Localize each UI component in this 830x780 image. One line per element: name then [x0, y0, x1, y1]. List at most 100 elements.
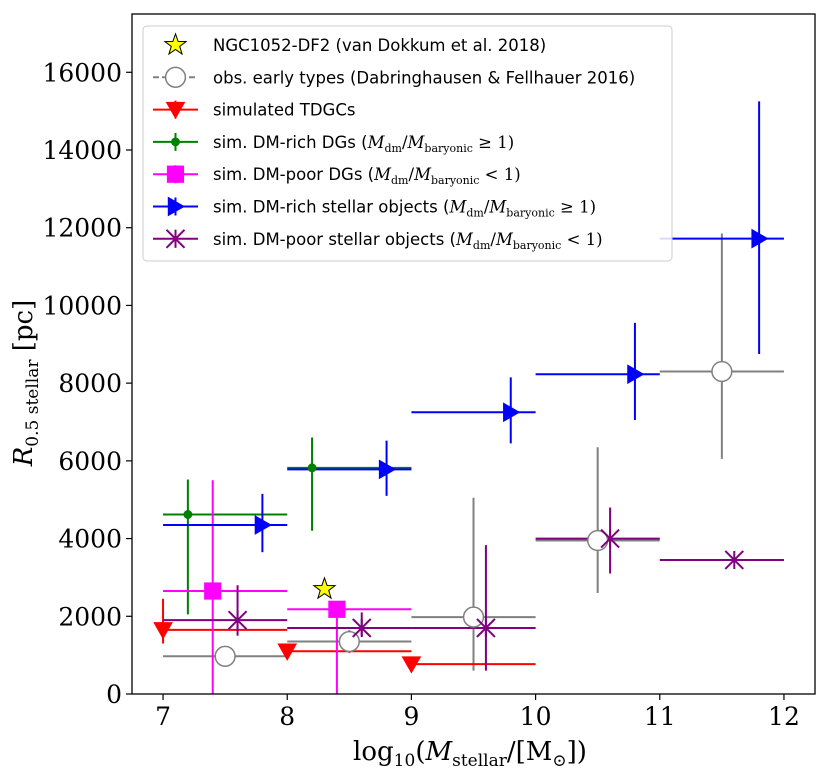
legend-label-text: simulated TDGCs [213, 101, 355, 120]
x-tick-label: 12 [768, 702, 800, 731]
sim-dm-rich-dgs-point [183, 510, 193, 519]
legend-math-var: M [488, 198, 507, 217]
x-axis-label-sub1: 10 [394, 751, 416, 771]
legend-math-slash: / [484, 198, 490, 217]
legend-marker-simulated-tdgcs [165, 101, 186, 120]
sim-dm-rich-stellar-objects-point [254, 515, 272, 535]
sim-dm-rich-stellar-objects-point [503, 402, 521, 423]
x-axis-label-sub3: ⊙ [552, 751, 566, 771]
legend-label-sim-dm-rich-stellar-objects: sim. DM-rich stellar objects (Mdm/Mbaryo… [213, 198, 596, 220]
x-axis-label-var: M [424, 737, 453, 767]
legend-math-var: M [455, 230, 474, 249]
y-axis-ticks: 0 2000 4000 6000 8000 10000 12000 14000 16000 [42, 58, 132, 709]
sim-dm-poor-stellar-objects-point [227, 610, 248, 630]
legend-marker-sim-dm-poor-stellar-objects [165, 229, 186, 249]
legend-math-sub: baryonic [506, 207, 554, 220]
legend-math-var: M [448, 198, 467, 217]
sim-dm-rich-dgs-point [307, 463, 317, 473]
legend-math-var: M [407, 133, 426, 152]
legend-math-var: M [495, 230, 514, 249]
legend-math-sub: baryonic [424, 142, 472, 155]
x-axis-label-sub2: stellar [452, 751, 508, 771]
legend-math-var: M [413, 165, 432, 184]
x-axis-label-post: /[M [507, 737, 553, 767]
legend-label-sim-dm-poor-dgs: sim. DM-poor DGs (Mdm/Mbaryonic < 1) [213, 165, 521, 187]
legend-math-sub: dm [384, 142, 402, 155]
legend-label-text: sim. DM-rich stellar objects [213, 198, 438, 217]
legend-math-sub: baryonic [431, 174, 479, 187]
simulated-tdgcs-point [153, 622, 173, 640]
legend-math-open: ( [438, 198, 450, 217]
x-tick-label: 8 [279, 702, 295, 731]
sim-dm-poor-stellar-objects-point [352, 618, 372, 638]
plot-frame [131, 13, 816, 695]
x-axis-ticks: 7 8 9 10 11 12 [155, 694, 800, 731]
legend-math-sub: dm [473, 239, 491, 252]
legend-marker-obs-early-types-dabringhausen-fellhauer-2016 [164, 66, 187, 88]
legend-math-slash: / [490, 230, 496, 249]
sim-dm-rich-stellar-objects-point [378, 459, 397, 480]
x-axis-label: log10(Mstellar/[M⊙]) [353, 737, 587, 771]
legend-math-var: M [373, 165, 392, 184]
obs-early-types-dabringhausen-fellhauer-2016-point [214, 645, 236, 667]
legend-label-text: sim. DM-rich DGs [213, 133, 356, 152]
legend-marker-sim-dm-rich-dgs [171, 137, 180, 147]
legend-math-sub: dm [466, 207, 484, 220]
x-axis-label-end: ]) [567, 737, 587, 767]
legend-math-rel: ≥ 1) [555, 198, 596, 217]
y-tick-label: 2000 [58, 602, 122, 631]
sim-dm-poor-dgs-point [328, 600, 346, 618]
simulated-tdgcs-point [277, 643, 298, 661]
y-tick-label: 10000 [42, 291, 122, 320]
x-tick-label: 11 [644, 702, 676, 731]
legend-math-rel: ≥ 1) [473, 133, 514, 152]
obs-early-types-dabringhausen-fellhauer-2016-point [711, 360, 733, 383]
legend-math-rel: < 1) [561, 230, 602, 249]
legend-label-text: sim. DM-poor stellar objects [213, 230, 444, 249]
legend-math-sub: dm [391, 174, 409, 187]
y-axis-label-post: [pc] [9, 300, 39, 360]
legend-math-var: M [367, 133, 386, 152]
legend-marker-sim-dm-poor-dgs [166, 165, 185, 183]
legend-label-sim-dm-rich-dgs: sim. DM-rich DGs (Mdm/Mbaryonic ≥ 1) [213, 133, 514, 155]
legend-math-open: ( [444, 230, 456, 249]
ngc1052-df2-van-dokkum-et-al-2018-point [312, 576, 337, 600]
x-axis-label-pre: log [353, 737, 394, 767]
simulated-tdgcs-point [401, 656, 422, 674]
legend-math-slash: / [402, 133, 408, 152]
x-tick-label: 9 [403, 702, 419, 731]
legend-math-open: ( [362, 165, 374, 184]
legend-marker-ngc1052-df2-van-dokkum-et-al-2018 [163, 32, 188, 56]
legend-label-obs-early-types-dabringhausen-fellhauer-2016: obs. early types (Dabringhausen & Fellha… [213, 68, 635, 87]
legend-marker-sim-dm-rich-stellar-objects [167, 196, 186, 217]
x-tick-label: 7 [155, 702, 171, 731]
legend-label-text: obs. early types (Dabringhausen & Fellha… [213, 68, 635, 87]
obs-early-types-dabringhausen-fellhauer-2016-point [462, 606, 485, 628]
sim-dm-poor-stellar-objects-point [600, 528, 620, 549]
legend-math-rel: < 1) [479, 165, 520, 184]
y-tick-label: 8000 [58, 369, 122, 398]
legend: NGC1052-DF2 (van Dokkum et al. 2018) obs.… [142, 25, 673, 262]
y-axis-label-var: R [9, 447, 39, 468]
legend-math-open: ( [356, 133, 368, 152]
y-axis-label: R0.5 stellar [pc] [9, 300, 43, 468]
data-markers [153, 228, 769, 674]
x-axis-label-mid: ( [415, 737, 425, 767]
legend-label-ngc1052-df2-van-dokkum-et-al-2018: NGC1052-DF2 (van Dokkum et al. 2018) [213, 36, 546, 55]
legend-math-sub: baryonic [513, 239, 561, 252]
sim-dm-rich-stellar-objects-point [751, 228, 769, 249]
y-tick-label: 0 [106, 680, 122, 709]
legend-label-sim-dm-poor-stellar-objects: sim. DM-poor stellar objects (Mdm/Mbaryo… [213, 230, 603, 252]
sim-dm-poor-dgs-point [204, 582, 222, 600]
y-tick-label: 4000 [58, 525, 122, 554]
legend-label-text: sim. DM-poor DGs [213, 165, 362, 184]
y-tick-label: 12000 [42, 214, 122, 243]
sim-dm-poor-stellar-objects-point [724, 550, 744, 570]
y-tick-label: 14000 [42, 136, 122, 165]
legend-math-slash: / [409, 165, 415, 184]
legend-box [142, 25, 673, 262]
y-tick-label: 16000 [42, 58, 122, 87]
y-axis-label-sub: 0.5 stellar [23, 359, 43, 447]
sim-dm-poor-stellar-objects-point [476, 618, 496, 638]
